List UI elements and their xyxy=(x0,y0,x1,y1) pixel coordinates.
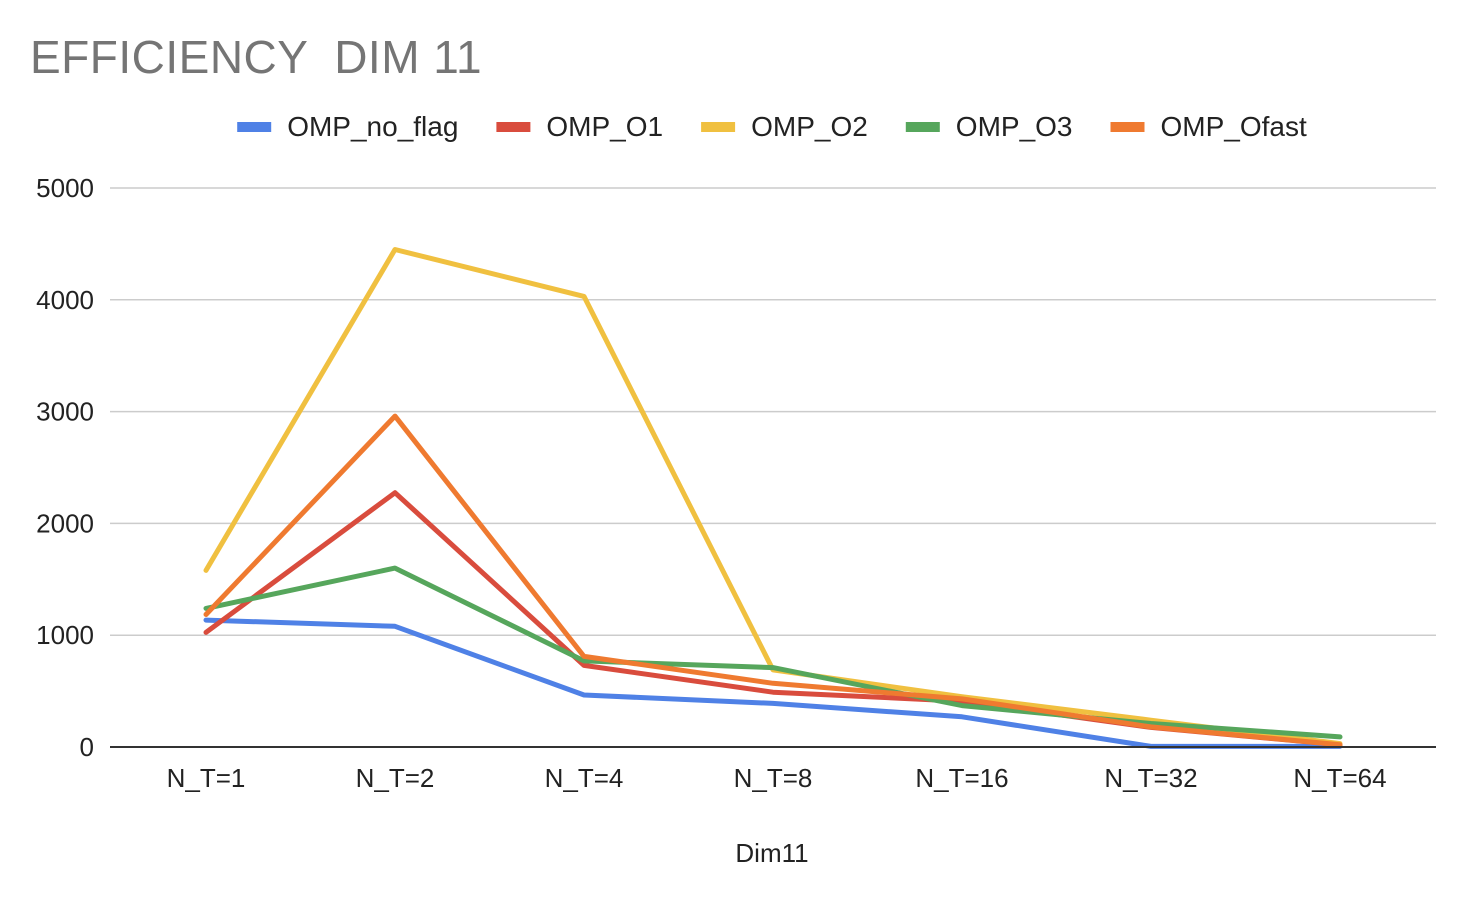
x-tick-label: N_T=1 xyxy=(167,763,246,793)
series-line-omp-ofast xyxy=(203,413,1343,748)
axes: 0 1000 2000 3000 4000 5000 N_T=1 N_T=2 N_T=4 N_T=… xyxy=(36,173,1436,793)
series-lines xyxy=(203,247,1343,749)
legend-item: OMP_O1 xyxy=(496,111,663,142)
legend: OMP_no_flag OMP_O1 OMP_O2 OMP_O3 OMP_Ofast xyxy=(237,111,1307,142)
gridlines xyxy=(110,187,1436,636)
legend-item: OMP_no_flag xyxy=(237,111,458,142)
x-tick-label: N_T=32 xyxy=(1104,763,1197,793)
y-tick-label: 0 xyxy=(80,732,94,762)
legend-label: OMP_Ofast xyxy=(1161,111,1307,142)
y-tick-label: 4000 xyxy=(36,285,94,315)
legend-label: OMP_O1 xyxy=(546,111,663,142)
legend-swatch xyxy=(237,122,272,132)
x-tick-label: N_T=8 xyxy=(734,763,813,793)
x-tick-label: N_T=2 xyxy=(356,763,435,793)
legend-label: OMP_no_flag xyxy=(287,111,458,142)
legend-item: OMP_O3 xyxy=(905,111,1073,142)
legend-swatch xyxy=(905,122,940,132)
legend-item: OMP_O2 xyxy=(701,111,868,142)
series-line-omp-o3 xyxy=(203,565,1343,740)
y-tick-label: 5000 xyxy=(36,173,94,203)
legend-item: OMP_Ofast xyxy=(1110,111,1307,142)
y-tick-label: 3000 xyxy=(36,397,94,427)
y-tick-label: 2000 xyxy=(36,508,94,538)
legend-label: OMP_O3 xyxy=(956,111,1073,142)
x-tick-label: N_T=16 xyxy=(915,763,1008,793)
x-tick-label: N_T=64 xyxy=(1293,763,1386,793)
legend-label: OMP_O2 xyxy=(751,111,868,142)
series-line-omp-o1 xyxy=(203,490,1343,748)
x-tick-label: N_T=4 xyxy=(545,763,624,793)
x-axis-title: Dim11 xyxy=(735,838,808,868)
y-tick-label: 1000 xyxy=(36,620,94,650)
chart-title: EFFICIENCY DIM 11 xyxy=(30,31,483,83)
legend-swatch xyxy=(701,122,736,132)
legend-swatch xyxy=(496,122,531,132)
legend-swatch xyxy=(1110,122,1145,132)
